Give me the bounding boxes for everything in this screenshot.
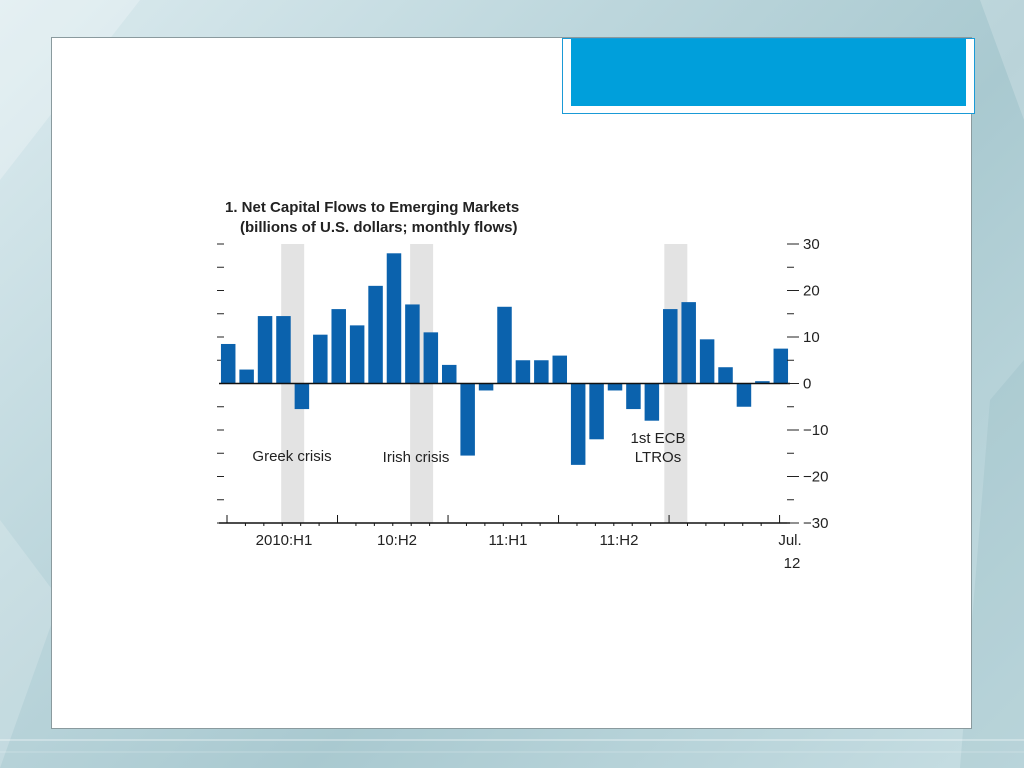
bar-15 [478,383,494,391]
bar-17 [515,360,531,384]
bar-24 [644,383,660,421]
bar-28 [718,367,733,384]
y-tick-label: 30 [803,236,820,253]
y-tick-label: −10 [803,422,828,439]
y-tick-label: −20 [803,469,828,486]
bar-16 [497,306,512,384]
bar-2 [239,369,254,384]
axes [219,382,790,526]
x-tick-label-line2: 12 [784,555,801,572]
net-capital-flows-chart: 30 20 10 0 −10 −20 −30 2010:H1 10:H2 11:H1 11:H2 J… [217,199,828,572]
y-tick-label: 0 [803,376,811,393]
right-axis-ticks: 30 20 10 0 −10 −20 −30 [787,236,828,532]
bar-25 [663,309,678,384]
bar-23 [626,383,641,410]
bar-14 [460,383,475,456]
bar-22 [607,383,623,391]
bar-19 [552,355,568,384]
bar-21 [589,383,604,440]
bar-26 [681,302,696,384]
bar-5 [294,383,310,410]
bar-7 [331,309,346,384]
y-tick-label: −30 [803,515,828,532]
x-tick-label: 2010:H1 [256,532,313,549]
bar-29 [736,383,752,407]
x-tick-label: Jul. [778,532,801,549]
bar-31 [773,348,789,384]
bars [220,253,789,465]
x-axis-labels: 2010:H1 10:H2 11:H1 11:H2 Jul. 12 [256,532,802,572]
bar-10 [386,253,402,384]
x-tick-label: 10:H2 [377,532,417,549]
bar-12 [423,332,439,384]
shaded-period-labels: Greek crisis Irish crisis 1st ECB LTROs [252,430,685,466]
annotation-label: 1st ECB [630,430,685,447]
slide-panel: 30 20 10 0 −10 −20 −30 2010:H1 10:H2 11:H1 11:H2 J… [51,37,975,729]
bar-18 [534,360,549,384]
bar-27 [699,339,715,384]
chart-title: 1. Net Capital Flows to Emerging Markets [225,199,519,216]
x-tick-label: 11:H1 [489,532,528,549]
bar-9 [368,285,383,384]
bar-30 [755,381,770,384]
bar-3 [257,316,273,384]
annotation-label: Irish crisis [383,449,450,466]
bar-8 [349,325,365,384]
bar-6 [313,334,328,384]
title-placeholder [562,38,975,114]
bar-4 [276,316,291,384]
annotation-label: Greek crisis [252,448,331,465]
y-tick-label: 10 [803,329,820,346]
chart-subtitle: (billions of U.S. dollars; monthly flows… [240,219,518,236]
bar-11 [405,304,420,384]
y-tick-label: 20 [803,283,820,300]
title-placeholder-fill [571,39,966,106]
bar-1 [220,343,236,384]
bar-20 [570,383,586,465]
left-axis-ticks [217,243,224,524]
x-tick-label: 11:H2 [600,532,639,549]
bar-13 [441,364,457,384]
annotation-label-line2: LTROs [635,449,681,466]
